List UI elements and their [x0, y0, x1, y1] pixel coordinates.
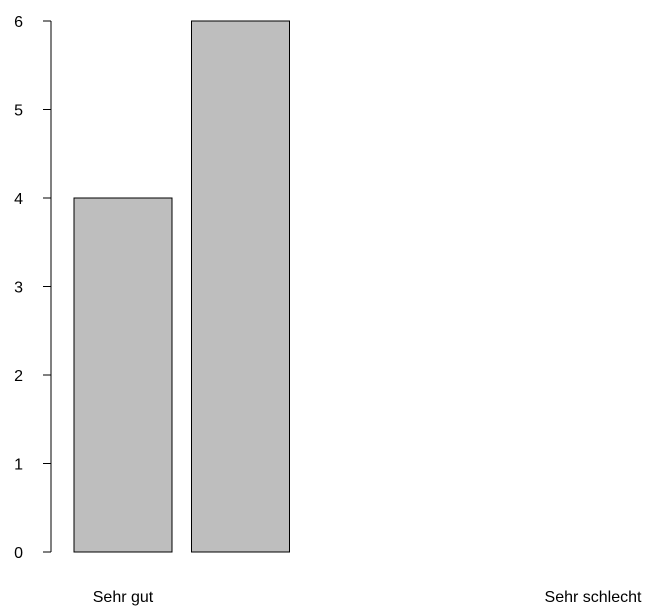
y-axis: 0 1 2 3 4 5 6: [14, 14, 52, 562]
y-tick-label: 2: [14, 368, 23, 385]
y-tick-label: 0: [14, 545, 23, 562]
y-tick-label: 1: [14, 457, 23, 474]
x-category-label: Sehr gut: [93, 589, 154, 606]
bars: [73, 20, 290, 553]
x-category-label: Sehr schlecht: [545, 589, 642, 606]
bar-0: [73, 197, 173, 553]
bar-1: [191, 20, 290, 553]
y-tick-label: 5: [14, 103, 23, 120]
x-axis-labels: Sehr gut Sehr schlecht: [93, 589, 642, 606]
y-tick-label: 3: [14, 280, 23, 297]
y-tick-label: 6: [14, 14, 23, 31]
y-tick-label: 4: [14, 191, 23, 208]
